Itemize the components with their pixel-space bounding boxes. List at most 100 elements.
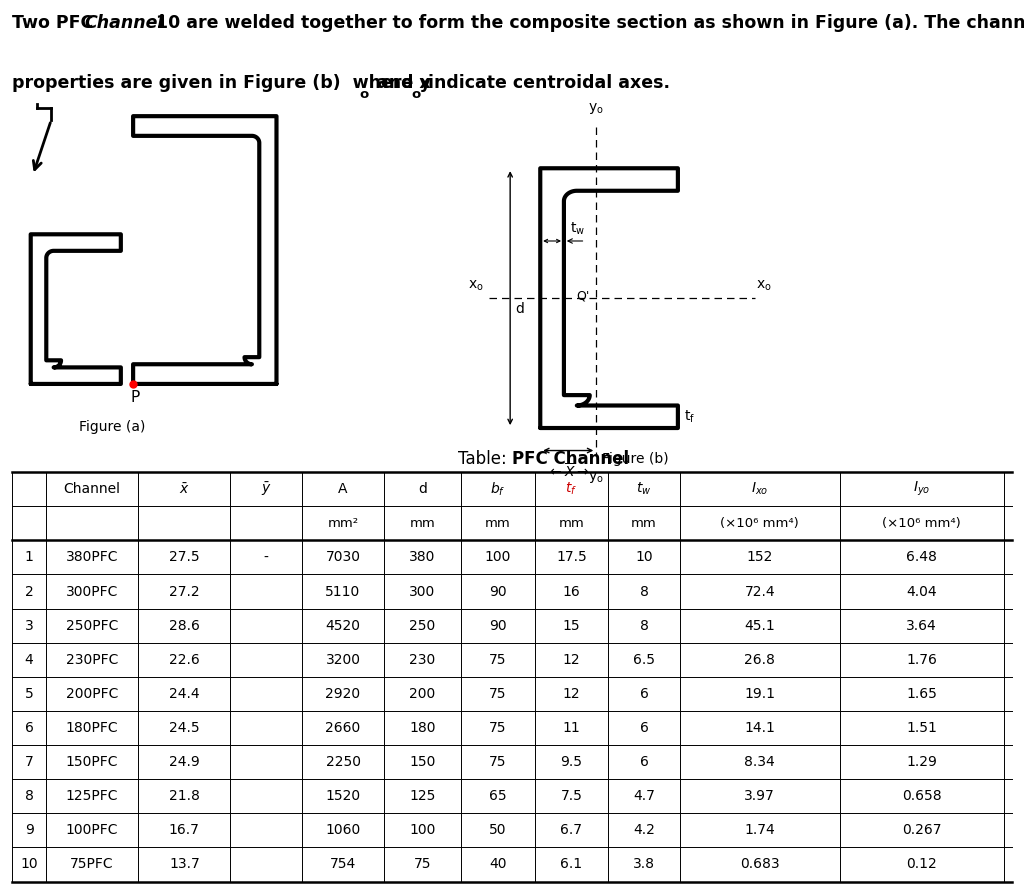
Text: $b_f$: $b_f$ bbox=[489, 480, 506, 498]
Text: 100PFC: 100PFC bbox=[66, 823, 119, 837]
Text: $I_{xo}$: $I_{xo}$ bbox=[752, 481, 768, 497]
Text: 6: 6 bbox=[640, 755, 648, 769]
Text: 8: 8 bbox=[25, 789, 34, 804]
Text: 300: 300 bbox=[410, 585, 435, 599]
Text: 6: 6 bbox=[640, 721, 648, 735]
Text: 2: 2 bbox=[25, 585, 34, 599]
Text: 1.65: 1.65 bbox=[906, 687, 937, 701]
Text: 65: 65 bbox=[488, 789, 507, 804]
Text: 5110: 5110 bbox=[326, 585, 360, 599]
Text: 300PFC: 300PFC bbox=[66, 585, 119, 599]
Text: 9.5: 9.5 bbox=[560, 755, 583, 769]
Text: x$_\mathregular{o}$: x$_\mathregular{o}$ bbox=[468, 278, 483, 293]
Text: 14.1: 14.1 bbox=[744, 721, 775, 735]
Text: 90: 90 bbox=[488, 618, 507, 633]
Text: 0.12: 0.12 bbox=[906, 858, 937, 872]
Text: Two PFC: Two PFC bbox=[12, 14, 99, 32]
Text: 19.1: 19.1 bbox=[744, 687, 775, 701]
Text: 4520: 4520 bbox=[326, 618, 360, 633]
Text: 3.64: 3.64 bbox=[906, 618, 937, 633]
Text: 75: 75 bbox=[488, 687, 507, 701]
Text: x$_\mathregular{o}$: x$_\mathregular{o}$ bbox=[756, 278, 772, 293]
Text: d: d bbox=[418, 482, 427, 496]
Text: (×10⁶ mm⁴): (×10⁶ mm⁴) bbox=[883, 517, 961, 530]
Text: 75: 75 bbox=[488, 653, 507, 667]
Text: 6: 6 bbox=[25, 721, 34, 735]
Text: 45.1: 45.1 bbox=[744, 618, 775, 633]
Text: 100: 100 bbox=[410, 823, 435, 837]
Text: y$_\mathregular{o}$: y$_\mathregular{o}$ bbox=[589, 101, 604, 116]
Text: 6.7: 6.7 bbox=[560, 823, 583, 837]
Text: 230PFC: 230PFC bbox=[66, 653, 119, 667]
Text: 380PFC: 380PFC bbox=[66, 550, 119, 564]
Text: 26.8: 26.8 bbox=[744, 653, 775, 667]
Text: 24.4: 24.4 bbox=[169, 687, 200, 701]
Text: 230: 230 bbox=[410, 653, 435, 667]
Text: 150: 150 bbox=[410, 755, 435, 769]
Text: 16: 16 bbox=[562, 585, 581, 599]
Text: 27.5: 27.5 bbox=[169, 550, 200, 564]
Text: 10: 10 bbox=[635, 550, 653, 564]
Text: 7030: 7030 bbox=[326, 550, 360, 564]
Text: 152: 152 bbox=[746, 550, 773, 564]
Text: 0.683: 0.683 bbox=[740, 858, 779, 872]
Text: $t_w$: $t_w$ bbox=[636, 481, 652, 497]
Text: A: A bbox=[338, 482, 348, 496]
Text: 75: 75 bbox=[488, 755, 507, 769]
Text: 12: 12 bbox=[562, 687, 581, 701]
Text: 90: 90 bbox=[488, 585, 507, 599]
Text: 13.7: 13.7 bbox=[169, 858, 200, 872]
Text: Table:: Table: bbox=[458, 450, 512, 468]
Text: 40: 40 bbox=[488, 858, 507, 872]
Text: $\bar{x}$: $\bar{x}$ bbox=[179, 482, 189, 496]
Text: 15: 15 bbox=[562, 618, 581, 633]
Text: 0.658: 0.658 bbox=[902, 789, 941, 804]
Text: 0.267: 0.267 bbox=[902, 823, 941, 837]
Text: 1.76: 1.76 bbox=[906, 653, 937, 667]
Text: 1.51: 1.51 bbox=[906, 721, 937, 735]
Text: 200: 200 bbox=[410, 687, 435, 701]
Text: 1.74: 1.74 bbox=[744, 823, 775, 837]
Text: 22.6: 22.6 bbox=[169, 653, 200, 667]
Text: indicate centroidal axes.: indicate centroidal axes. bbox=[422, 74, 670, 92]
Text: 28.6: 28.6 bbox=[169, 618, 200, 633]
Text: $\bar{y}$: $\bar{y}$ bbox=[261, 480, 271, 498]
Text: properties are given in Figure (b)  where x: properties are given in Figure (b) where… bbox=[12, 74, 431, 92]
Text: -: - bbox=[264, 550, 268, 564]
Text: 75PFC: 75PFC bbox=[71, 858, 114, 872]
Text: 1060: 1060 bbox=[326, 823, 360, 837]
Text: 4: 4 bbox=[25, 653, 34, 667]
Text: 180: 180 bbox=[410, 721, 435, 735]
Text: 380: 380 bbox=[410, 550, 435, 564]
Text: o: o bbox=[359, 89, 369, 101]
Text: 8: 8 bbox=[640, 618, 648, 633]
Text: 150PFC: 150PFC bbox=[66, 755, 119, 769]
Text: 3200: 3200 bbox=[326, 653, 360, 667]
Text: 4.04: 4.04 bbox=[906, 585, 937, 599]
Text: 1: 1 bbox=[25, 550, 34, 564]
Text: 7.5: 7.5 bbox=[560, 789, 583, 804]
Text: 9: 9 bbox=[25, 823, 34, 837]
Text: 10 are welded together to form the composite section as shown in Figure (a). The: 10 are welded together to form the compo… bbox=[156, 14, 1024, 32]
Text: 17.5: 17.5 bbox=[556, 550, 587, 564]
Text: Figure (b): Figure (b) bbox=[601, 452, 669, 466]
Text: 4.7: 4.7 bbox=[633, 789, 655, 804]
Text: 12: 12 bbox=[562, 653, 581, 667]
Text: d: d bbox=[515, 301, 524, 315]
Text: $\leftarrow\overline{X}\rightarrow$: $\leftarrow\overline{X}\rightarrow$ bbox=[547, 462, 589, 481]
Text: 6.1: 6.1 bbox=[560, 858, 583, 872]
Text: 72.4: 72.4 bbox=[744, 585, 775, 599]
Text: 3.97: 3.97 bbox=[744, 789, 775, 804]
Text: 50: 50 bbox=[488, 823, 507, 837]
Text: 200PFC: 200PFC bbox=[66, 687, 119, 701]
Text: P: P bbox=[130, 390, 140, 405]
Text: $I_{yo}$: $I_{yo}$ bbox=[913, 480, 930, 498]
Text: Channel: Channel bbox=[63, 482, 121, 496]
Text: 8.34: 8.34 bbox=[744, 755, 775, 769]
Text: 6: 6 bbox=[640, 687, 648, 701]
Text: y$_\mathregular{o}$: y$_\mathregular{o}$ bbox=[589, 470, 604, 485]
Text: 6.5: 6.5 bbox=[633, 653, 655, 667]
Text: t$_\mathregular{w}$: t$_\mathregular{w}$ bbox=[570, 221, 586, 237]
Text: 3: 3 bbox=[25, 618, 34, 633]
Text: 100: 100 bbox=[484, 550, 511, 564]
